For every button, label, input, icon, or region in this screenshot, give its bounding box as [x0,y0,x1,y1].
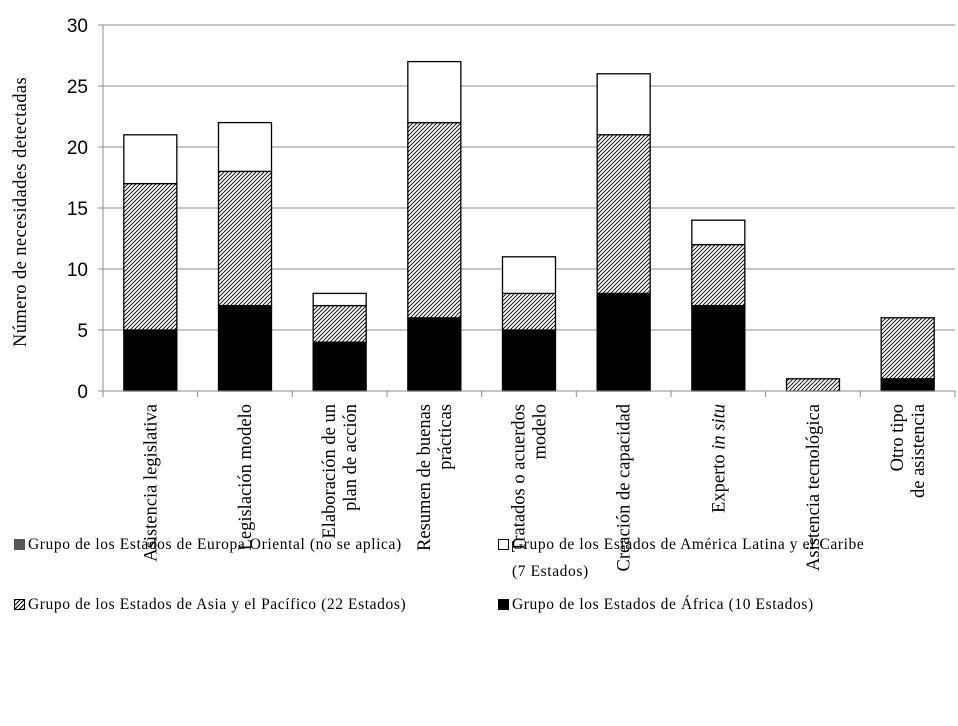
bar-segment [785,378,841,392]
x-tick-label: Experto in situ [709,404,729,513]
x-tick-label: plan de acción [341,404,361,511]
bar-segment [312,304,367,343]
x-tick-label: Resumen de buenas [415,404,435,551]
bar-segment [217,170,273,307]
x-tick-label: Otro tipo [888,404,908,471]
bar-segment [123,182,178,331]
bar-segment [880,378,935,392]
bar-segment [880,317,935,380]
y-tick-label: 30 [67,16,88,37]
bar-segment [596,73,651,136]
bar-segment [501,292,557,331]
y-tick-label: 20 [67,138,88,159]
bar-segment [691,243,746,307]
x-tick-label: Tratados o acuerdos [510,404,530,552]
bar-segment [407,121,462,319]
bar-segment [407,317,462,392]
x-tick-label: Elaboración de un [320,404,340,539]
bar-segment [691,219,746,246]
y-tick-label: 25 [67,77,88,98]
x-tick-label: prácticas [436,404,456,470]
bar-segment [501,256,557,295]
bar-segment [123,329,178,392]
bar-segment [217,304,273,392]
y-tick-label: 5 [77,321,88,342]
x-tick-label: Legislación modelo [236,404,256,550]
x-tick-label: Asistencia legislativa [141,404,161,562]
bar-segment [312,292,367,307]
y-axis-title: Número de necesidades detectadas [11,77,31,347]
bar-segment [501,329,557,392]
bar-segment [123,134,178,185]
y-tick-label: 15 [67,199,88,220]
x-tick-label: Asistencia tecnológica [804,404,824,571]
bar-segment [596,292,651,392]
bar-segment [312,341,367,392]
bar-segment [596,134,651,295]
y-tick-label: 0 [77,382,88,403]
legend-swatch-hatched [14,599,25,610]
bar-segment [217,121,273,173]
x-tick-label: de asistencia [909,404,929,498]
bar-segment [691,304,746,392]
x-tick-label: Creación de capacidad [615,403,635,571]
stacked-bar-chart: 0 5 10 15 20 25 30 Asistencia legislativa Legis… [11,16,956,571]
x-tick-label: modelo [531,404,551,460]
y-tick-label: 10 [67,260,88,281]
bar-segment [407,60,462,124]
legend-swatch-black [498,599,509,610]
